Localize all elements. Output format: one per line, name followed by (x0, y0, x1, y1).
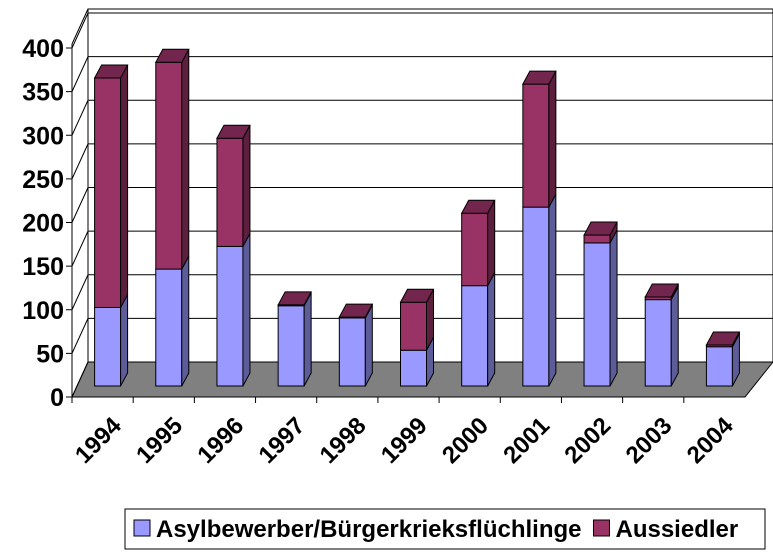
bar-side (120, 294, 129, 387)
bar-side (120, 64, 129, 308)
y-tick-label: 150 (22, 253, 64, 281)
legend-swatch (592, 519, 610, 537)
bar (461, 212, 489, 287)
y-tick-label: 400 (22, 35, 64, 63)
bar-side (609, 229, 618, 387)
y-tick-label: 300 (22, 122, 64, 150)
bar-top (705, 331, 741, 346)
bar-top (154, 48, 190, 63)
x-tick-label: 1999 (376, 412, 433, 469)
x-tick-label: 2004 (682, 412, 739, 469)
legend-box (124, 508, 766, 550)
bar (461, 285, 489, 387)
x-tick-label: 2001 (498, 412, 555, 469)
bar-side (242, 233, 251, 387)
bar (705, 346, 733, 387)
x-tick-label: 2003 (621, 412, 678, 469)
bar-top (399, 288, 435, 303)
bar-side (548, 70, 557, 208)
bar (522, 206, 550, 387)
y-tick-label: 50 (36, 340, 64, 368)
bar (338, 317, 366, 387)
legend-label: Asylbewerber/Bürgerkrieksflüchlinge (156, 516, 581, 543)
legend-swatch (133, 519, 151, 537)
y-tick-label: 100 (22, 297, 64, 325)
bar (400, 349, 427, 387)
bar (522, 83, 550, 208)
bar-top (460, 199, 496, 214)
bar (216, 137, 244, 247)
y-tick-label: 250 (22, 166, 64, 194)
y-tick-label: 200 (22, 210, 64, 238)
bar-top (93, 64, 129, 79)
bar-top (522, 70, 557, 85)
grid-line-side (71, 230, 89, 267)
y-tick-label: 0 (50, 384, 64, 412)
bar (583, 242, 611, 387)
bar (216, 245, 244, 387)
x-tick-label: 1997 (254, 412, 311, 469)
y-tick-label: 350 (22, 79, 64, 107)
grid-line-side (71, 12, 89, 49)
bar-side (670, 286, 679, 387)
bar-side (364, 304, 373, 387)
bar-side (487, 272, 496, 387)
x-tick-label: 2002 (559, 412, 616, 469)
bar-side (181, 255, 190, 387)
grid-line-side (71, 187, 89, 223)
bar-top (338, 303, 374, 318)
bar-side (242, 124, 251, 247)
bar (94, 77, 122, 308)
legend-label: Aussiedler (615, 516, 738, 543)
bar (400, 301, 427, 351)
bar (94, 306, 122, 387)
bar-side (181, 49, 190, 270)
grid-line-side (71, 361, 89, 398)
grid-line-side (71, 56, 89, 92)
grid-line-side (71, 143, 89, 180)
grid-line-side (71, 274, 89, 310)
bar-top (583, 221, 618, 236)
bar-top (644, 283, 680, 298)
x-tick-label: 1998 (315, 412, 372, 469)
bar-top (216, 124, 251, 139)
bar (277, 305, 305, 387)
bar-side (548, 193, 557, 387)
x-tick-label: 1994 (70, 412, 127, 469)
grid-line-side (71, 318, 89, 354)
grid-line-side (71, 100, 89, 136)
bar (155, 61, 183, 270)
bar-top (277, 291, 312, 306)
x-tick-label: 2000 (437, 412, 494, 469)
bar (644, 299, 672, 387)
bar-side (487, 200, 496, 286)
bar (155, 268, 183, 387)
x-tick-label: 1996 (192, 412, 249, 469)
y-axis-back (71, 8, 89, 45)
x-tick-label: 1995 (131, 412, 188, 469)
bar (583, 234, 611, 244)
bar-side (303, 292, 312, 387)
